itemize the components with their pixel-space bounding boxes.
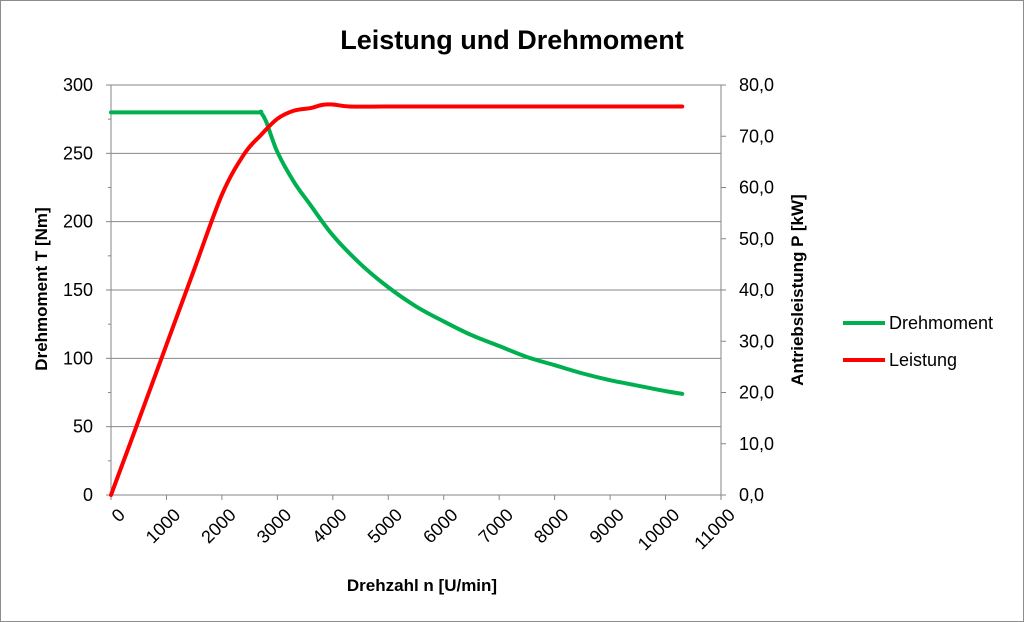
y-tick-label: 0 xyxy=(83,485,93,505)
y-tick-label: 150 xyxy=(63,280,93,300)
x-tick-label: 9000 xyxy=(586,505,628,547)
y2-tick-label: 30,0 xyxy=(739,331,774,351)
x-tick-label: 0 xyxy=(108,505,129,526)
y2-tick-label: 60,0 xyxy=(739,178,774,198)
y2-tick-label: 40,0 xyxy=(739,280,774,300)
x-tick-label: 6000 xyxy=(419,505,461,547)
y-tick-labels: 0 50 100 150 200 250 300 xyxy=(63,75,111,505)
y2-tick-label: 10,0 xyxy=(739,434,774,454)
y-tick-label: 200 xyxy=(63,212,93,232)
x-tick-label: 3000 xyxy=(253,505,295,547)
y2-tick-label: 0,0 xyxy=(739,485,764,505)
y2-tick-label: 70,0 xyxy=(739,126,774,146)
x-tick-labels: 0 1000 2000 3000 4000 5000 6000 7000 8000 9000 100… xyxy=(108,495,739,554)
y-tick-label: 300 xyxy=(63,75,93,95)
x-tick-label: 11000 xyxy=(690,505,739,554)
x-tick-label: 8000 xyxy=(530,505,572,547)
y-tick-label: 100 xyxy=(63,348,93,368)
y2-tick-labels: 0,0 10,0 20,0 30,0 40,0 50,0 60,0 70,0 80,0 xyxy=(721,75,774,505)
x-axis-title: Drehzahl n [U/min] xyxy=(347,576,497,595)
series-line-leistung xyxy=(109,102,685,497)
x-tick-label: 2000 xyxy=(197,505,239,547)
x-tick-label: 1000 xyxy=(142,505,184,547)
x-tick-label: 5000 xyxy=(364,505,406,547)
legend: Drehmoment Leistung xyxy=(843,313,993,370)
x-tick-label: 7000 xyxy=(475,505,517,547)
y2-tick-label: 80,0 xyxy=(739,75,774,95)
x-tick-label: 4000 xyxy=(308,505,350,547)
y-tick-label: 50 xyxy=(73,417,93,437)
y2-tick-label: 20,0 xyxy=(739,383,774,403)
y2-axis-title: Antriebsleistung P [kW] xyxy=(788,194,807,385)
y2-tick-label: 50,0 xyxy=(739,229,774,249)
legend-label-leistung: Leistung xyxy=(889,350,957,370)
series-lines xyxy=(109,102,685,497)
chart-title: Leistung und Drehmoment xyxy=(340,25,684,55)
legend-item-drehmoment: Drehmoment xyxy=(843,313,993,333)
legend-item-leistung: Leistung xyxy=(843,350,957,370)
gridlines xyxy=(111,84,721,428)
legend-label-drehmoment: Drehmoment xyxy=(889,313,993,333)
y-tick-label: 250 xyxy=(63,143,93,163)
y-axis-title: Drehmoment T [Nm] xyxy=(32,207,51,370)
x-tick-label: 10000 xyxy=(634,505,684,555)
series-line-drehmoment xyxy=(109,109,685,396)
